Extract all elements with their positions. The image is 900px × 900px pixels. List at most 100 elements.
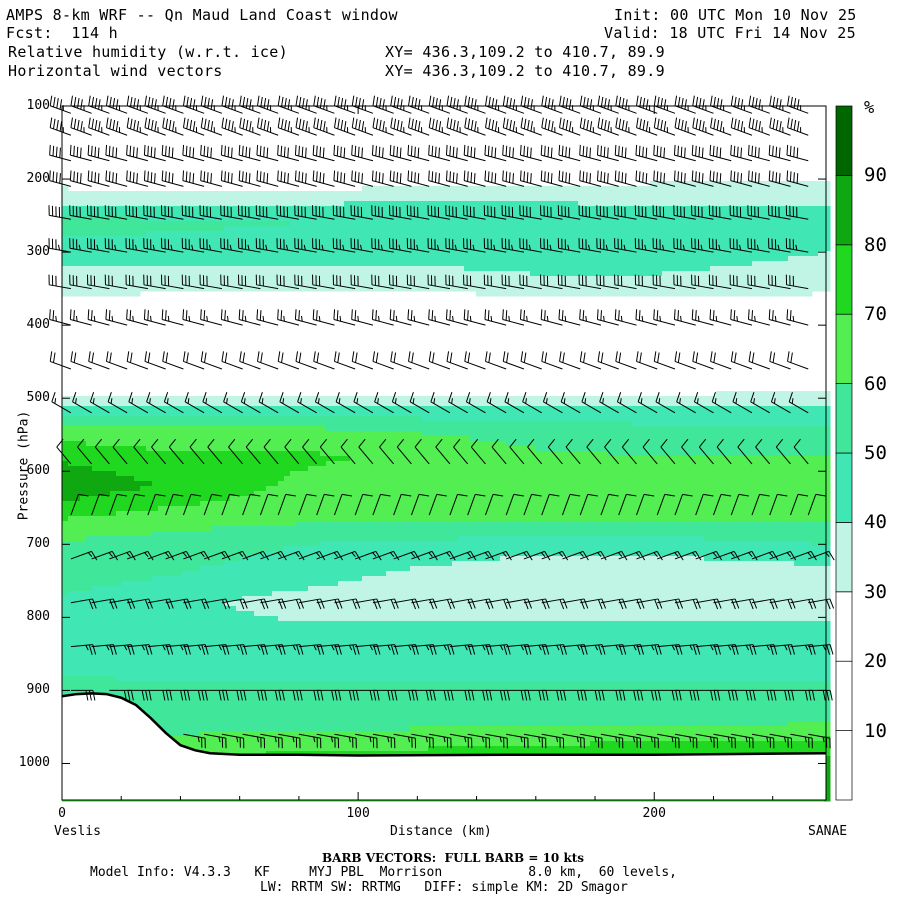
rh-cell xyxy=(716,391,723,397)
rh-cell xyxy=(386,266,393,272)
rh-cell xyxy=(548,241,555,247)
rh-cell xyxy=(668,236,675,242)
rh-cell xyxy=(98,421,105,427)
rh-cell xyxy=(236,196,243,202)
rh-cell xyxy=(176,481,183,487)
rh-cell xyxy=(308,431,315,437)
rh-cell xyxy=(338,436,345,442)
rh-cell xyxy=(98,461,105,467)
rh-cell xyxy=(620,241,627,247)
rh-cell xyxy=(740,246,747,252)
rh-cell xyxy=(278,451,285,457)
rh-cell xyxy=(170,456,177,462)
rh-cell xyxy=(566,396,573,402)
rh-cell xyxy=(824,211,831,217)
rh-cell xyxy=(386,226,393,232)
rh-cell xyxy=(464,251,471,257)
rh-cell xyxy=(464,436,471,442)
rh-cell xyxy=(62,226,69,232)
rh-cell xyxy=(344,481,351,487)
rh-cell xyxy=(362,411,369,417)
rh-cell xyxy=(170,441,177,447)
rh-cell xyxy=(194,456,201,462)
rh-cell xyxy=(812,196,819,202)
rh-cell xyxy=(716,396,723,402)
rh-cell xyxy=(110,226,117,232)
rh-cell xyxy=(410,471,417,477)
rh-cell xyxy=(236,221,243,227)
rh-cell xyxy=(662,196,669,202)
rh-cell xyxy=(806,476,813,482)
rh-cell xyxy=(536,436,543,442)
rh-cell xyxy=(752,251,759,257)
rh-cell xyxy=(152,231,159,237)
rh-cell xyxy=(224,426,231,432)
rh-cell xyxy=(164,396,171,402)
rh-cell xyxy=(758,226,765,232)
rh-cell xyxy=(824,206,831,212)
rh-cell xyxy=(614,456,621,462)
rh-cell xyxy=(536,256,543,262)
rh-cell xyxy=(728,281,735,287)
rh-cell xyxy=(392,276,399,282)
rh-cell xyxy=(134,426,141,432)
rh-cell xyxy=(470,216,477,222)
rh-cell xyxy=(80,276,87,282)
rh-cell xyxy=(386,481,393,487)
rh-cell xyxy=(764,406,771,412)
rh-cell xyxy=(314,461,321,467)
rh-cell xyxy=(92,231,99,237)
rh-cell xyxy=(74,431,81,437)
rh-cell xyxy=(680,291,687,297)
rh-cell xyxy=(86,466,93,472)
rh-cell xyxy=(164,251,171,257)
rh-cell xyxy=(818,426,825,432)
rh-cell xyxy=(680,401,687,407)
rh-cell xyxy=(638,206,645,212)
rh-cell xyxy=(176,441,183,447)
rh-cell xyxy=(554,206,561,212)
rh-cell xyxy=(686,276,693,282)
rh-cell xyxy=(104,401,111,407)
rh-cell xyxy=(734,231,741,237)
rh-cell xyxy=(488,271,495,277)
rh-cell xyxy=(218,411,225,417)
rh-cell xyxy=(98,206,105,212)
rh-cell xyxy=(806,191,813,197)
rh-cell xyxy=(134,291,141,297)
rh-cell xyxy=(272,226,279,232)
rh-cell xyxy=(464,431,471,437)
rh-cell xyxy=(188,211,195,217)
rh-cell xyxy=(818,216,825,222)
rh-cell xyxy=(74,221,81,227)
rh-cell xyxy=(236,436,243,442)
rh-cell xyxy=(350,396,357,402)
rh-cell xyxy=(686,256,693,262)
rh-cell xyxy=(266,411,273,417)
rh-cell xyxy=(572,266,579,272)
rh-cell xyxy=(398,201,405,207)
rh-cell xyxy=(626,251,633,257)
rh-cell xyxy=(572,446,579,452)
rh-cell xyxy=(764,426,771,432)
rh-cell xyxy=(86,271,93,277)
rh-cell xyxy=(500,276,507,282)
rh-cell xyxy=(380,421,387,427)
rh-cell xyxy=(500,416,507,422)
rh-cell xyxy=(380,426,387,432)
rh-cell xyxy=(410,206,417,212)
rh-cell xyxy=(536,281,543,287)
rh-cell xyxy=(224,211,231,217)
rh-cell xyxy=(428,261,435,267)
rh-cell xyxy=(422,211,429,217)
rh-cell xyxy=(476,276,483,282)
rh-cell xyxy=(590,216,597,222)
rh-cell xyxy=(134,481,141,487)
rh-cell xyxy=(770,411,777,417)
rh-cell xyxy=(128,201,135,207)
rh-cell xyxy=(626,261,633,267)
rh-cell xyxy=(332,431,339,437)
rh-cell xyxy=(338,406,345,412)
rh-cell xyxy=(332,411,339,417)
rh-cell xyxy=(566,206,573,212)
